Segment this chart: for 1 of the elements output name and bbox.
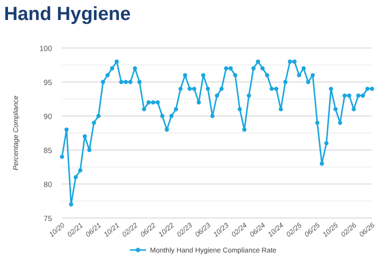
chart-title: Hand Hygiene [4, 4, 131, 25]
